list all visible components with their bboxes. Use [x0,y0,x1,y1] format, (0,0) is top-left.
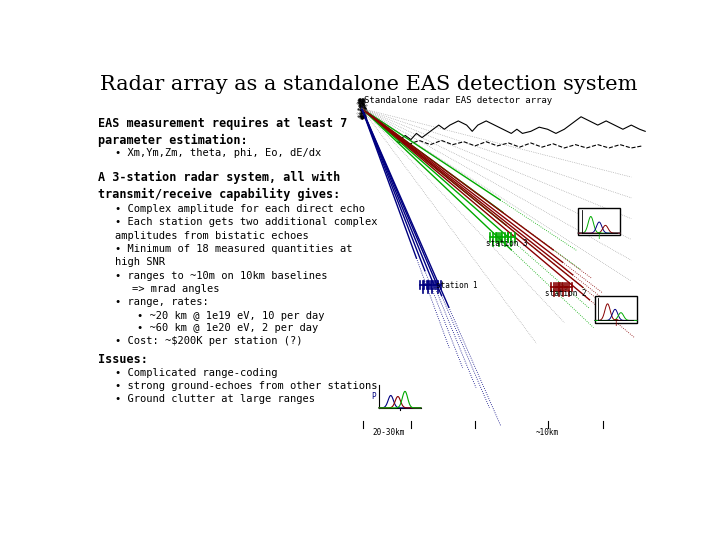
Text: T: T [597,232,601,240]
Text: • range, rates:: • range, rates: [115,297,209,307]
Text: • ~60 km @ 1e20 eV, 2 per day: • ~60 km @ 1e20 eV, 2 per day [138,322,319,333]
Text: A 3-station radar system, all with: A 3-station radar system, all with [99,171,341,184]
Text: Radar array as a standalone EAS detection system: Radar array as a standalone EAS detectio… [100,75,638,94]
Text: ~10km: ~10km [536,428,559,437]
Bar [595,295,637,322]
Text: • ranges to ~10m on 10km baselines: • ranges to ~10m on 10km baselines [115,271,328,281]
Text: transmit/receive capability gives:: transmit/receive capability gives: [99,187,341,200]
Text: T: T [613,319,618,328]
Text: parameter estimation:: parameter estimation: [99,133,248,146]
Bar [578,208,620,235]
Text: station 2: station 2 [545,289,587,298]
Text: • Xm,Ym,Zm, theta, phi, Eo, dE/dx: • Xm,Ym,Zm, theta, phi, Eo, dE/dx [115,148,321,158]
Text: high SNR: high SNR [115,258,165,267]
Text: EAS measurement requires at least 7: EAS measurement requires at least 7 [99,117,348,130]
Text: • strong ground-echoes from other stations: • strong ground-echoes from other statio… [115,381,377,391]
Text: station 1: station 1 [436,281,477,290]
Text: => mrad angles: => mrad angles [132,284,220,294]
Text: • Ground clutter at large ranges: • Ground clutter at large ranges [115,394,315,404]
Text: • Cost: ~$200K per station (?): • Cost: ~$200K per station (?) [115,336,302,346]
Text: • ~20 km @ 1e19 eV, 10 per day: • ~20 km @ 1e19 eV, 10 per day [138,310,325,321]
Text: P: P [371,392,376,401]
Text: • Each station gets two additional complex: • Each station gets two additional compl… [115,218,377,227]
Text: Issues:: Issues: [99,353,148,366]
Text: amplitudes from bistatic echoes: amplitudes from bistatic echoes [115,231,309,241]
Text: station 3: station 3 [486,239,528,248]
Text: Standalone radar EAS detector array: Standalone radar EAS detector array [364,96,552,105]
Text: 20-30km: 20-30km [372,428,405,437]
Text: • Complex amplitude for each direct echo: • Complex amplitude for each direct echo [115,204,365,214]
Text: • Minimum of 18 measured quantities at: • Minimum of 18 measured quantities at [115,244,353,254]
Text: • Complicated range-coding: • Complicated range-coding [115,368,278,377]
